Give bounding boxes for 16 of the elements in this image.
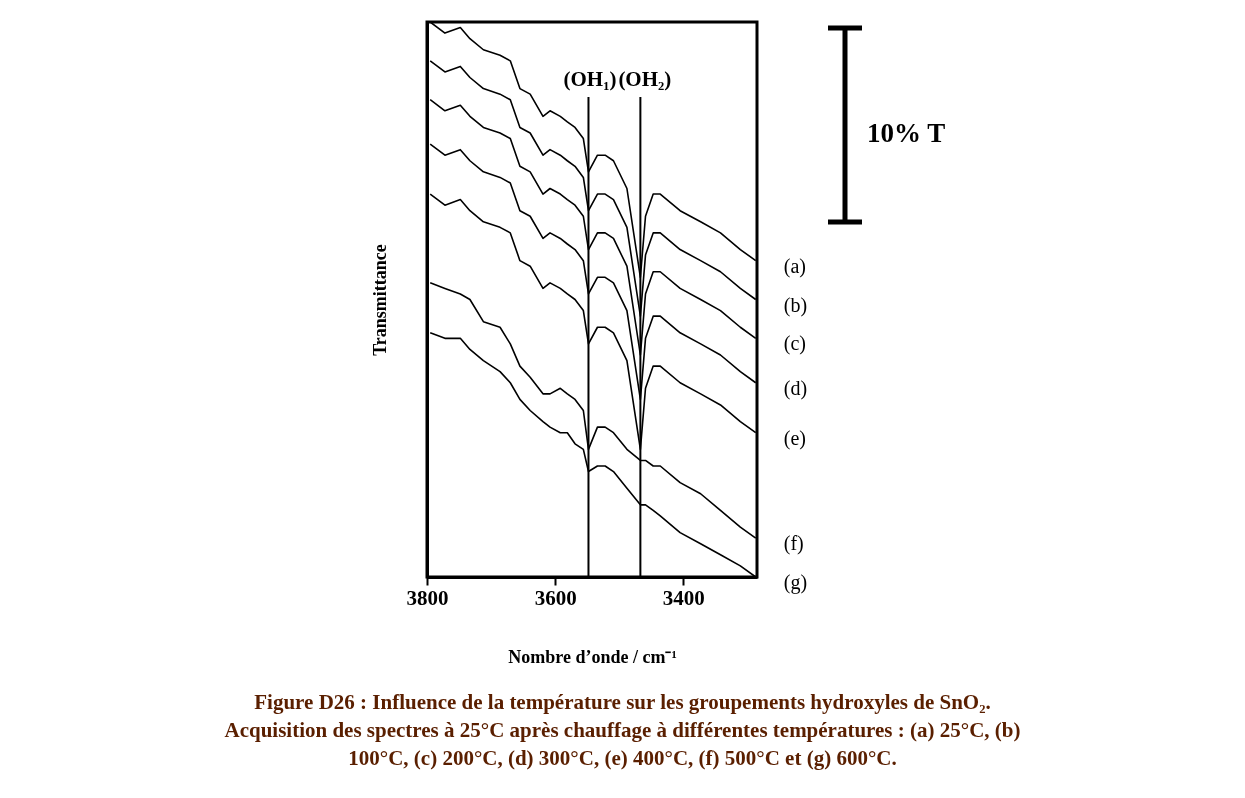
ref-line-label: (OH₂) (618, 67, 672, 91)
series-label: (c) (783, 332, 806, 356)
series-label: (d) (783, 376, 808, 400)
series-label: (g) (783, 571, 808, 594)
text: 10% T (867, 118, 946, 149)
x-axis-title: Nombre d’onde / cm⁻¹ (508, 646, 677, 667)
caption: Figure D26 : Influence de la température sur les groupements hydroxyles de SnO₂. Acquisition des spectres à 25°C après chauffage à différentes températures : (a) 25°C, (b) 100°C, (c) 200°C, (d) 300°C, (e) 400°C, (f) 500°C et (g) 600°C. (223, 689, 1022, 772)
ref-line-label: (OH₁) (563, 67, 617, 91)
x-tick-label: 3400 (662, 585, 705, 610)
series-label: (f) (783, 532, 804, 556)
series-label: (e) (783, 426, 806, 450)
x-tick-label: 3600 (534, 585, 577, 610)
x-tick-label: 3800 (406, 585, 449, 610)
series-label: (a) (783, 254, 806, 278)
series-label: (b) (783, 293, 808, 317)
y-axis-title: Transmittance (369, 244, 390, 356)
